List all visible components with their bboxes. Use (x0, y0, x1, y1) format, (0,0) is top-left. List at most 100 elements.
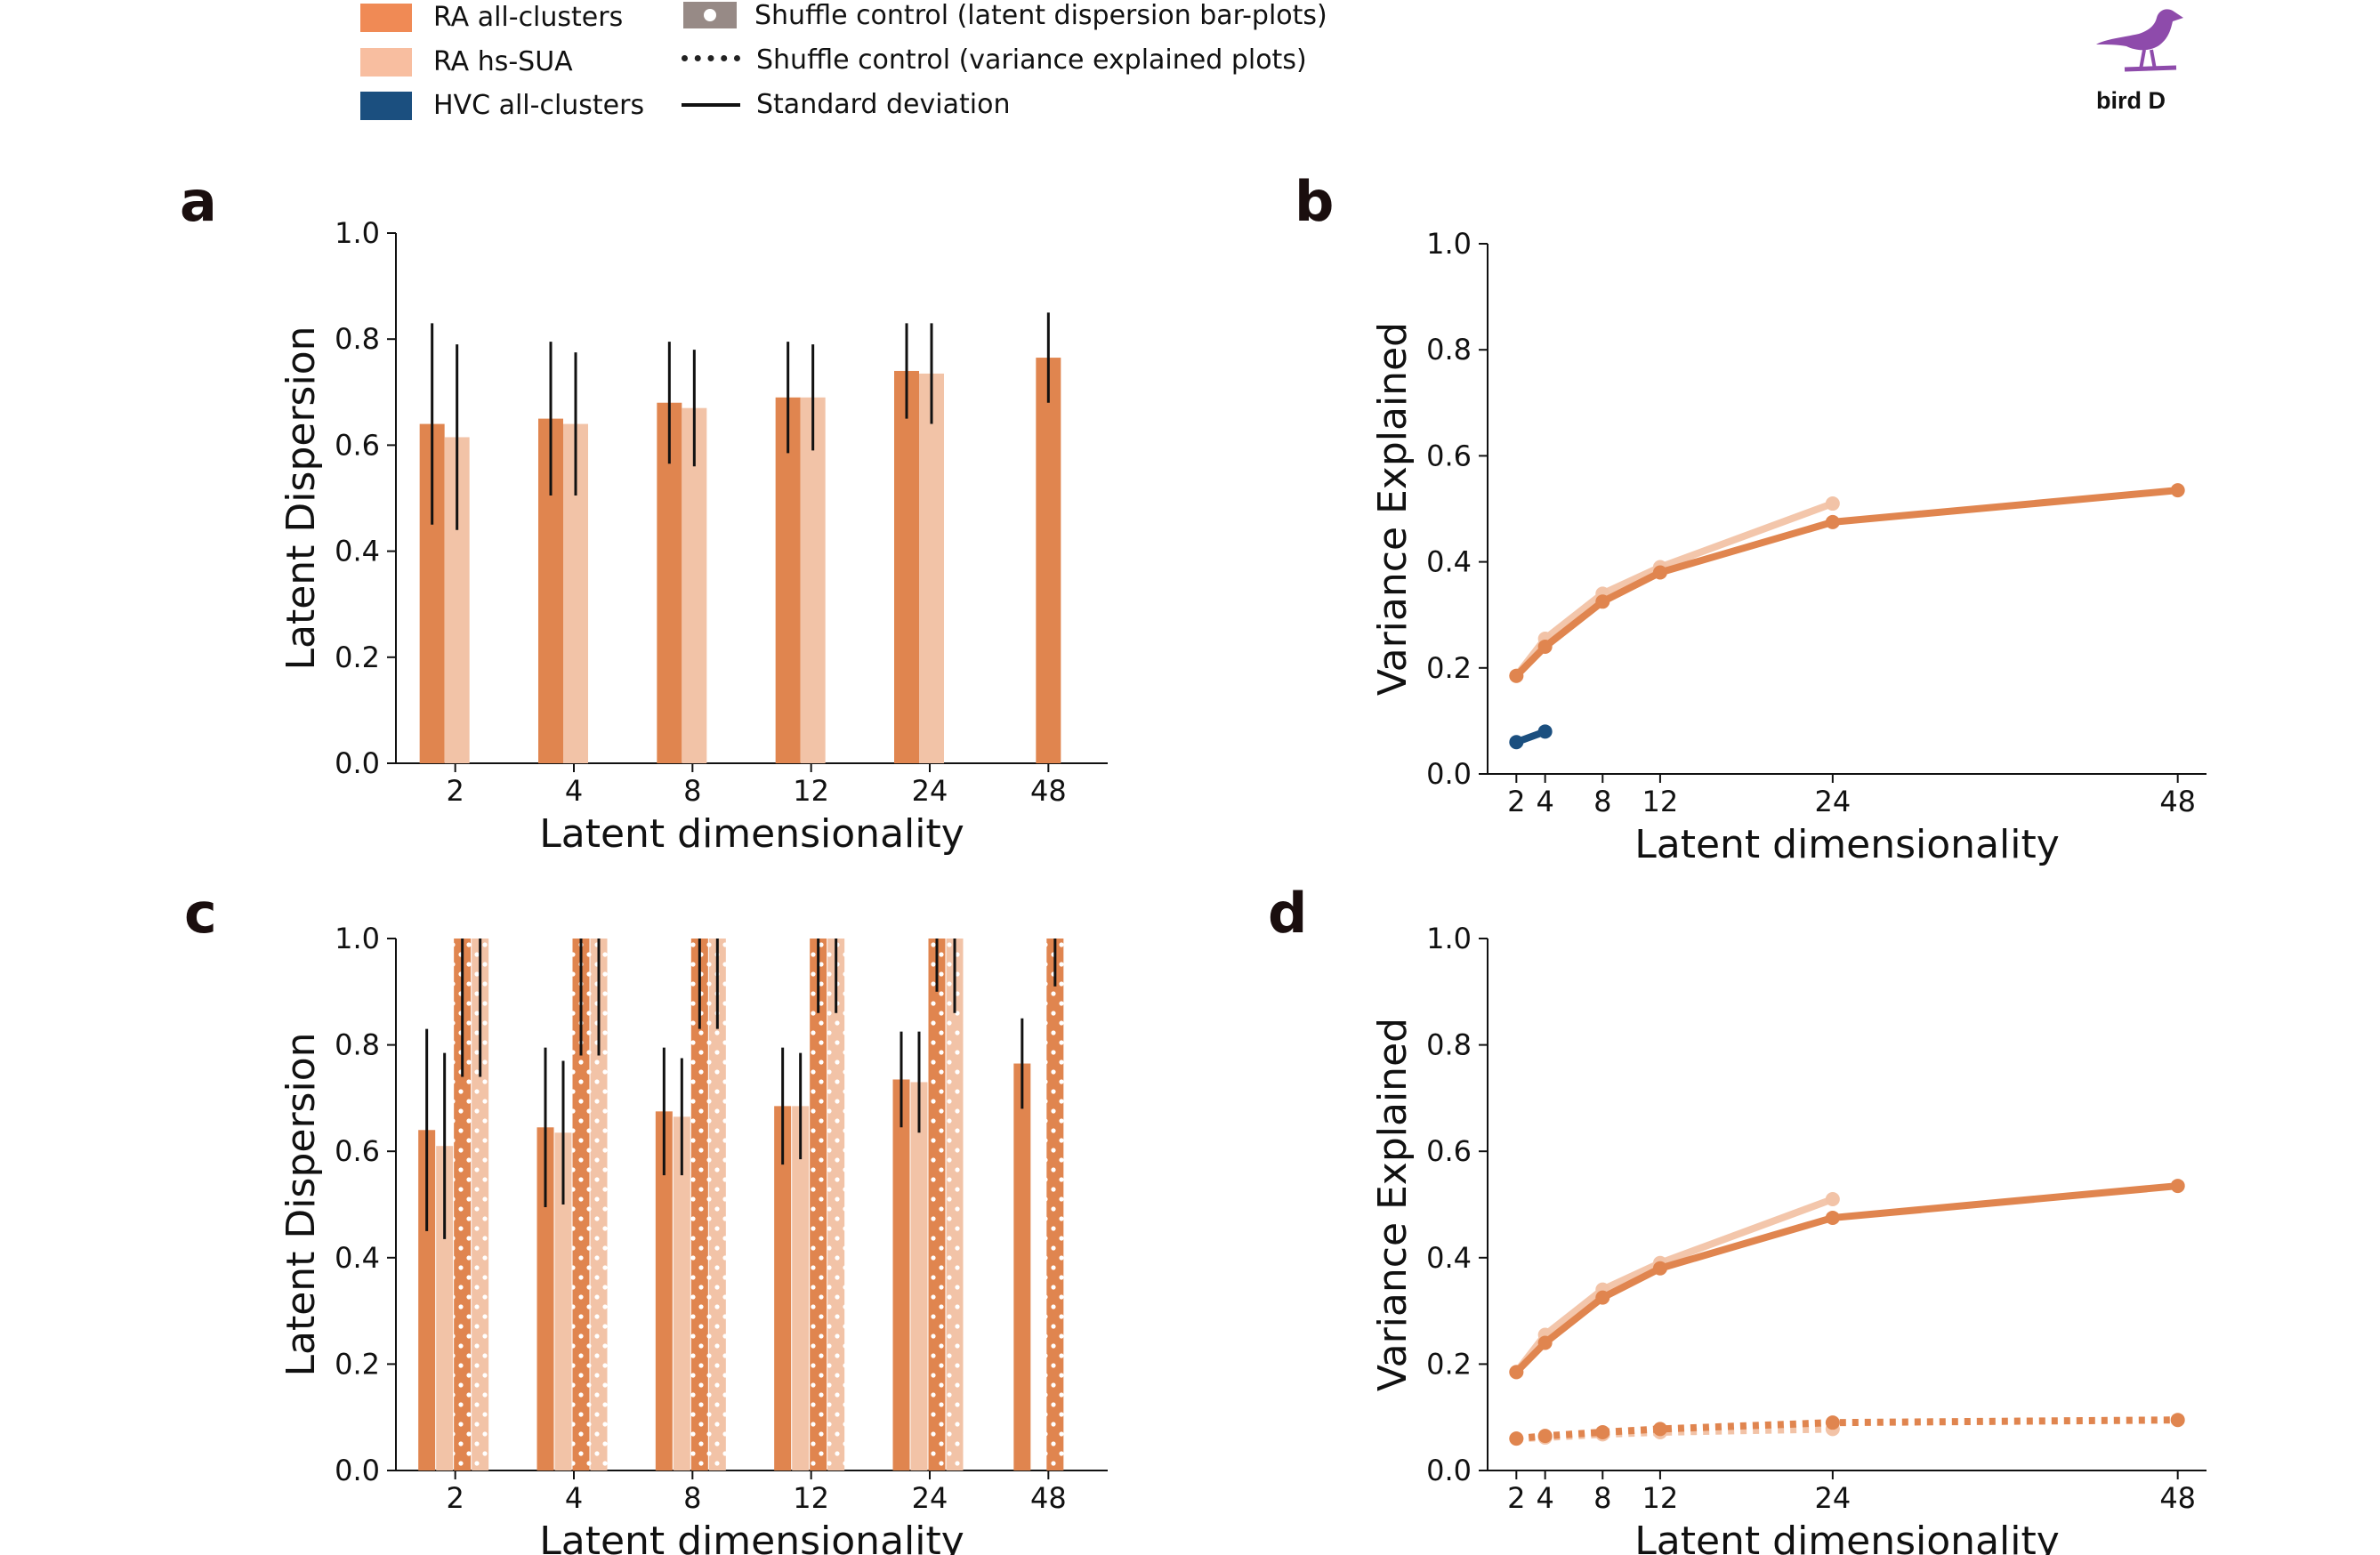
d-x-tick-label: 24 (1814, 1481, 1851, 1515)
legend-label-ra-all: RA all-clusters (433, 2, 624, 33)
c-bar-ra_all (892, 1079, 910, 1470)
legend-swatch-shuffle-bar (683, 2, 737, 28)
d-y-tick-label: 0.2 (1426, 1347, 1472, 1381)
b-point-ra_all (2170, 483, 2185, 498)
a-x-tick-label: 24 (912, 774, 948, 808)
b-y-tick-label: 0.4 (1426, 545, 1472, 579)
d-point-ra_all-shuffle (1509, 1431, 1524, 1446)
d-point-ra_all (1537, 1335, 1553, 1350)
a-x-tick-label: 12 (793, 774, 829, 808)
b-point-ra_all (1509, 668, 1524, 683)
panel-letter-b: b (1295, 169, 1335, 234)
b-line-ra_all (1513, 487, 2179, 679)
c-bar-ra_hs_shuffle (590, 939, 608, 1470)
legend-shuffle-dot-icon (704, 9, 716, 21)
b-y-tick-label: 0.0 (1426, 757, 1472, 791)
b-line-ra_hs (1513, 500, 1835, 679)
legend-label-hvc: HVC all-clusters (433, 90, 645, 121)
legend-label-ra-hs: RA hs-SUA (433, 46, 573, 77)
c-x-tick-label: 24 (912, 1481, 948, 1515)
c-bar-ra_all_shuffle (1046, 939, 1064, 1470)
d-point-ra_all-shuffle (1537, 1429, 1553, 1444)
d-point-ra_all (1825, 1210, 1840, 1225)
a-x-tick-label: 48 (1030, 774, 1067, 808)
d-x-label: Latent dimensionality (1634, 1519, 2060, 1555)
c-bar-ra_hs (554, 1132, 572, 1470)
legend-label-sd: Standard deviation (756, 89, 1011, 120)
panel-letter-d: d (1268, 881, 1308, 946)
c-bar-ra_hs (910, 1082, 928, 1470)
b-point-ra_hs (1825, 496, 1840, 512)
legend-label-shuffle-bar: Shuffle control (latent dispersion bar-p… (754, 0, 1327, 31)
c-bar-ra_hs (792, 1106, 810, 1470)
c-bar-ra_hs (673, 1116, 690, 1470)
d-x-tick-label: 8 (1593, 1481, 1611, 1515)
b-point-ra_all (1537, 639, 1553, 654)
d-point-ra_all-shuffle (2170, 1413, 2185, 1428)
legend-swatch-sd (682, 103, 740, 107)
d-point-ra_all-shuffle (1595, 1424, 1610, 1439)
b-x-tick-label: 4 (1536, 785, 1553, 818)
legend-label-shuffle-line: Shuffle control (variance explained plot… (756, 44, 1307, 76)
c-x-tick-label: 8 (683, 1481, 701, 1515)
a-y-tick-label: 0.8 (335, 322, 380, 356)
a-y-label: Latent Dispersion (278, 326, 324, 671)
d-point-ra_all-shuffle (1825, 1415, 1840, 1430)
d-line-ra_hs (1513, 1196, 1835, 1374)
c-bar-ra_all_shuffle (454, 939, 472, 1470)
c-y-tick-label: 0.8 (335, 1028, 380, 1062)
b-x-tick-label: 12 (1642, 785, 1679, 818)
b-point-hvc (1537, 724, 1553, 739)
c-bar-ra_hs (436, 1146, 454, 1470)
b-y-tick-label: 0.2 (1426, 651, 1472, 685)
a-y-tick-label: 0.0 (335, 746, 380, 780)
d-y-tick-label: 0.4 (1426, 1241, 1472, 1275)
d-point-ra_all (1509, 1365, 1524, 1380)
legend-swatch-ra-hs (360, 48, 412, 77)
bird-icon (2096, 9, 2183, 72)
b-y-tick-label: 1.0 (1426, 227, 1472, 261)
c-y-tick-label: 0.4 (335, 1241, 380, 1275)
c-x-label: Latent dimensionality (539, 1519, 964, 1555)
a-x-tick-label: 8 (683, 774, 701, 808)
c-bar-ra_all (774, 1106, 792, 1470)
a-bar-ra_hs (919, 373, 944, 763)
a-bar-ra_all (775, 397, 801, 763)
d-x-tick-label: 4 (1536, 1481, 1553, 1515)
legend-swatch-shuffle-line (682, 55, 740, 61)
c-bar-ra_all_shuffle (690, 939, 708, 1470)
d-y-tick-label: 0.6 (1426, 1134, 1472, 1168)
c-bar-ra_all (655, 1111, 673, 1470)
b-y-label: Variance Explained (1370, 322, 1416, 696)
a-x-tick-label: 4 (565, 774, 583, 808)
d-point-ra_all (1595, 1290, 1610, 1305)
a-y-tick-label: 0.4 (335, 535, 380, 568)
c-y-tick-label: 0.0 (335, 1454, 380, 1487)
legend-swatch-ra-all (360, 4, 412, 32)
a-bar-ra_hs (682, 407, 707, 763)
b-point-ra_all (1595, 594, 1610, 609)
b-y-tick-label: 0.6 (1426, 439, 1472, 472)
b-point-ra_all (1825, 514, 1840, 529)
d-line-ra_hs-shuffle (1516, 1425, 1833, 1443)
b-x-tick-label: 8 (1593, 785, 1611, 818)
b-y-tick-label: 0.8 (1426, 333, 1472, 367)
d-point-ra_all (2170, 1179, 2185, 1194)
d-line-ra_all (1513, 1182, 2179, 1375)
c-bar-ra_hs_shuffle (827, 939, 845, 1470)
b-x-tick-label: 24 (1814, 785, 1851, 818)
c-y-tick-label: 0.6 (335, 1134, 380, 1168)
c-y-tick-label: 0.2 (335, 1347, 380, 1381)
d-point-ra_hs (1825, 1192, 1840, 1207)
a-x-label: Latent dimensionality (539, 811, 964, 857)
c-bar-ra_all_shuffle (572, 939, 590, 1470)
c-y-label: Latent Dispersion (278, 1033, 324, 1377)
panel-letter-c: c (184, 881, 217, 946)
d-line-ra_all-shuffle (1515, 1416, 2178, 1443)
c-bar-ra_hs_shuffle (708, 939, 726, 1470)
a-bar-ra_hs (800, 397, 826, 763)
d-point-ra_all-shuffle (1652, 1422, 1667, 1437)
c-bar-ra_all (1013, 1063, 1031, 1470)
a-y-tick-label: 0.2 (335, 641, 380, 674)
panel-letter-a: a (180, 169, 217, 234)
